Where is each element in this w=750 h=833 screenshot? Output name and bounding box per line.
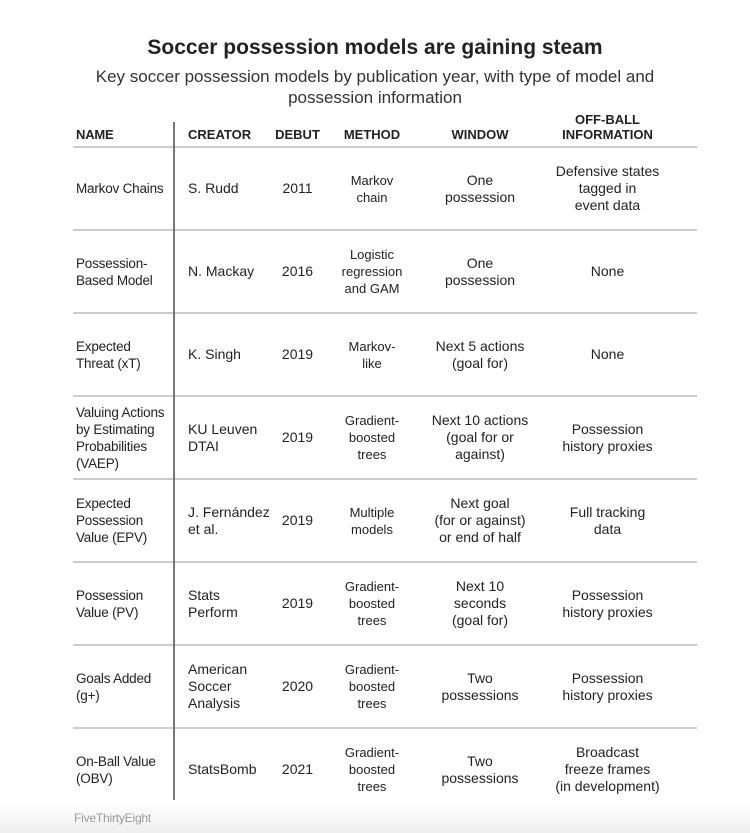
chart-title: Soccer possession models are gaining ste… — [147, 36, 603, 59]
header-creator: CREATOR — [188, 127, 252, 142]
cell-creator: S. Rudd — [188, 180, 239, 196]
cell-name: Valuing Actions by Estimating Probabilit… — [76, 404, 165, 471]
cell-creator: N. Mackay — [188, 263, 255, 279]
header-window: WINDOW — [451, 127, 509, 142]
table-row: Valuing Actions by Estimating Probabilit… — [73, 397, 697, 480]
cell-method: Markov- like — [348, 338, 396, 371]
header-off-ball-information: OFF-BALL INFORMATION — [562, 112, 653, 142]
cell-debut: 2019 — [281, 429, 314, 445]
cell-name: Possession- Based Model — [76, 255, 153, 288]
table-row: Possession- Based Model N. Mackay 2016 Logi… — [73, 231, 697, 314]
cell-off-ball-information: None — [590, 263, 625, 279]
table-row: Expected Possession Value (EPV) J. Fernán… — [73, 480, 697, 563]
cell-window: Next goal (for or against) or end of hal… — [434, 495, 526, 545]
cell-off-ball-information: Possession history proxies — [562, 669, 653, 703]
cell-window: Two possessions — [441, 752, 519, 786]
cell-method: Gradient- boosted trees — [344, 745, 400, 794]
cell-method: Gradient- boosted trees — [344, 662, 400, 711]
cell-name: Markov Chains — [76, 181, 164, 196]
header-method: METHOD — [343, 127, 401, 142]
cell-name: On-Ball Value (OBV) — [76, 753, 156, 786]
cell-off-ball-information: None — [590, 346, 625, 362]
table-row: Goals Added (g+) American Soccer Analysis… — [73, 646, 697, 729]
cell-off-ball-information: Broadcast freeze frames (in development) — [555, 744, 660, 794]
cell-debut: 2019 — [281, 346, 314, 362]
cell-creator: American Soccer Analysis — [188, 661, 248, 711]
table-row: Possession Value (PV) Stats Perform 2019 Gr… — [73, 563, 697, 646]
cell-name: Expected Threat (xT) — [76, 338, 141, 371]
cell-method: Markov chain — [350, 172, 394, 205]
footer-band — [0, 803, 750, 833]
cell-window: One possession — [444, 171, 516, 205]
cell-debut: 2020 — [281, 678, 314, 694]
cell-off-ball-information: Possession history proxies — [562, 586, 653, 620]
cell-off-ball-information: Defensive states tagged in event data — [555, 163, 660, 213]
header-debut: DEBUT — [275, 127, 320, 142]
table-row: Expected Threat (xT) K. Singh 2019 Markov- … — [73, 314, 697, 397]
cell-name: Expected Possession Value (EPV) — [76, 496, 148, 545]
cell-window: Next 5 actions (goal for) — [435, 337, 525, 371]
cell-window: Next 10 seconds (goal for) — [451, 578, 509, 628]
table-row: Markov Chains S. Rudd 2011 Markov chain One … — [73, 148, 697, 231]
source-credit: FiveThirtyEight — [74, 811, 152, 825]
cell-creator: KU Leuven DTAI — [188, 420, 258, 454]
table-row: On-Ball Value (OBV) StatsBomb 2021 Gradient… — [73, 729, 697, 810]
cell-method: Gradient- boosted trees — [344, 579, 400, 628]
cell-debut: 2011 — [282, 180, 313, 196]
header-name: NAME — [76, 127, 114, 142]
cell-off-ball-information: Possession history proxies — [562, 420, 653, 454]
cell-method: Logistic regression and GAM — [341, 247, 403, 296]
cell-off-ball-information: Full tracking data — [569, 503, 646, 537]
cell-debut: 2019 — [281, 512, 314, 528]
cell-debut: 2019 — [281, 595, 314, 611]
cell-method: Multiple models — [349, 504, 395, 537]
cell-creator: J. Fernández et al. — [188, 503, 270, 537]
cell-name: Possession Value (PV) — [76, 587, 144, 620]
cell-window: Next 10 actions (goal for or against) — [431, 412, 529, 462]
cell-creator: StatsBomb — [188, 761, 257, 777]
cell-debut: 2021 — [281, 761, 314, 777]
cell-creator: K. Singh — [188, 346, 241, 362]
cell-name: Goals Added (g+) — [76, 670, 152, 703]
column-divider — [173, 122, 175, 800]
chart-subtitle: Key soccer possession models by publicat… — [95, 67, 655, 107]
cell-debut: 2016 — [281, 263, 314, 279]
cell-window: Two possessions — [441, 669, 519, 703]
cell-method: Gradient- boosted trees — [344, 413, 400, 462]
table-header: NAME CREATOR DEBUT METHOD WINDOW OFF-BAL… — [73, 108, 697, 148]
cell-creator: Stats Perform — [188, 586, 238, 620]
cell-window: One possession — [444, 254, 516, 288]
